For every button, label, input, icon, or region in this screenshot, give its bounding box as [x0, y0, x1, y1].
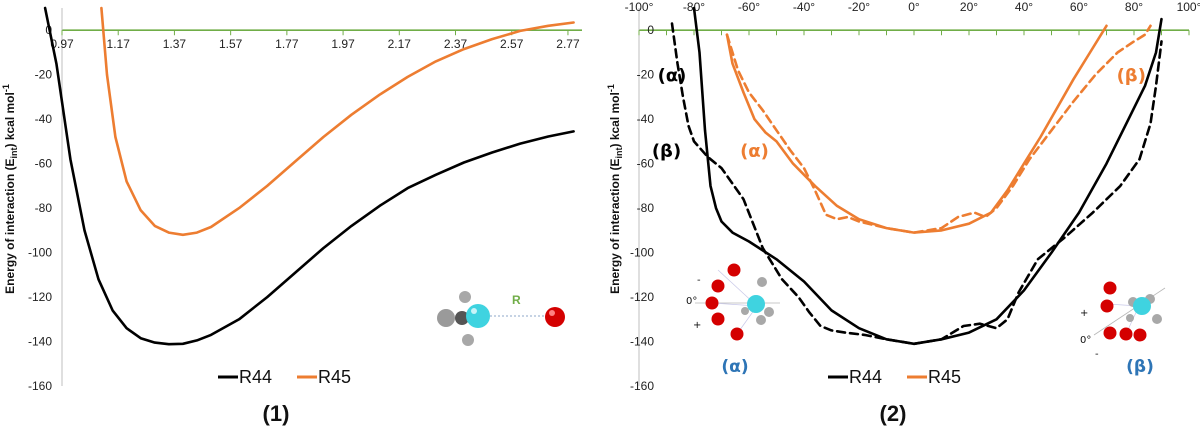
x-tick-label: -60°	[738, 0, 760, 14]
x-tick-label: 2.37	[444, 37, 468, 51]
x-tick-label: 2.57	[500, 37, 524, 51]
distance-r-label: R	[512, 293, 521, 307]
inset-beta-plus: +	[1080, 308, 1088, 319]
series-line-r45	[100, 6, 575, 237]
inset-alpha-plus: +	[693, 320, 701, 331]
x-tick-label: 0.97	[50, 37, 74, 51]
x-tick-label: 1.17	[107, 37, 131, 51]
x-tick-label: 80°	[1125, 0, 1143, 14]
x-tick-label: -20°	[848, 0, 870, 14]
x-tick-label: 1.57	[219, 37, 243, 51]
y-tick-label: -20	[637, 68, 655, 82]
y-tick-label: 0	[647, 23, 654, 37]
panel-label: (1)	[263, 401, 290, 426]
y-tick-label: -60	[35, 157, 53, 171]
chart-panel-2: -100° -80° -60° -40° -20° 0° 20° 40° 60° 80° 100°0…	[606, 0, 1200, 426]
curve-label: (β)	[652, 141, 681, 162]
y-tick-label: -40	[637, 112, 655, 126]
inset-alpha-minus: -	[697, 275, 701, 286]
series-line-r44	[43, 6, 575, 346]
x-tick-label: 2.77	[556, 37, 580, 51]
x-tick-label: 20°	[960, 0, 978, 14]
legend-label: R45	[928, 367, 961, 387]
x-tick-label: -40°	[793, 0, 815, 14]
legend: R44 R45	[218, 367, 351, 387]
curve-label: (α)	[658, 65, 687, 86]
y-tick-label: -120	[630, 290, 654, 304]
y-tick-label: -100	[630, 246, 654, 260]
y-tick-label: -160	[630, 379, 654, 393]
series-line-r44	[692, 6, 1163, 346]
y-tick-label: -60	[637, 157, 655, 171]
legend-label: R44	[849, 367, 882, 387]
x-tick-label: 1.77	[275, 37, 299, 51]
inset-beta-zero: 0°	[1080, 335, 1091, 346]
x-tick-label: 2.17	[388, 37, 412, 51]
panel-label: (2)	[880, 401, 907, 426]
legend-label: R45	[318, 367, 351, 387]
y-tick-label: -140	[630, 335, 654, 349]
curve-label: (β)	[1117, 65, 1146, 86]
legend: R44 R45	[828, 367, 961, 387]
y-tick-label: -120	[28, 290, 52, 304]
y-tick-label: -100	[28, 246, 52, 260]
x-tick-label: 100°	[1177, 0, 1200, 14]
inset-beta-minus: -	[1095, 349, 1099, 360]
x-tick-label: 60°	[1070, 0, 1088, 14]
x-tick-label: 40°	[1015, 0, 1033, 14]
curve-label: (α)	[740, 141, 769, 162]
y-tick-label: -80	[35, 201, 53, 215]
molecule-inset-alpha: - 0° + (α)	[686, 263, 780, 377]
molecule-inset-1: R	[437, 291, 565, 346]
series-line-r45	[725, 24, 1152, 234]
y-tick-label: -20	[35, 68, 53, 82]
x-tick-label: 1.37	[163, 37, 187, 51]
series-line-r44	[670, 22, 1163, 346]
series-line-r45	[725, 24, 1108, 234]
y-tick-label: -40	[35, 112, 53, 126]
y-tick-label: -160	[28, 379, 52, 393]
legend-label: R44	[239, 367, 272, 387]
molecule-inset-beta: + 0° - (β)	[1080, 281, 1166, 377]
inset-beta-label: (β)	[1126, 357, 1154, 377]
inset-alpha-label: (α)	[721, 357, 748, 377]
x-tick-label: 0°	[908, 0, 920, 14]
y-tick-label: -80	[637, 201, 655, 215]
chart-panel-1: 0.97 1.17 1.37 1.57 1.77 1.97 2.17 2.37 2.57 2.77…	[1, 6, 582, 426]
x-tick-label: -100°	[625, 0, 654, 14]
y-axis-label: Energy of interaction (Eint) kcal mol-1	[606, 84, 624, 294]
inset-alpha-zero: 0°	[686, 296, 697, 307]
y-tick-label: -140	[28, 335, 52, 349]
x-tick-label: 1.97	[331, 37, 355, 51]
y-axis-label: Energy of interaction (Eint) kcal mol-1	[1, 84, 19, 294]
